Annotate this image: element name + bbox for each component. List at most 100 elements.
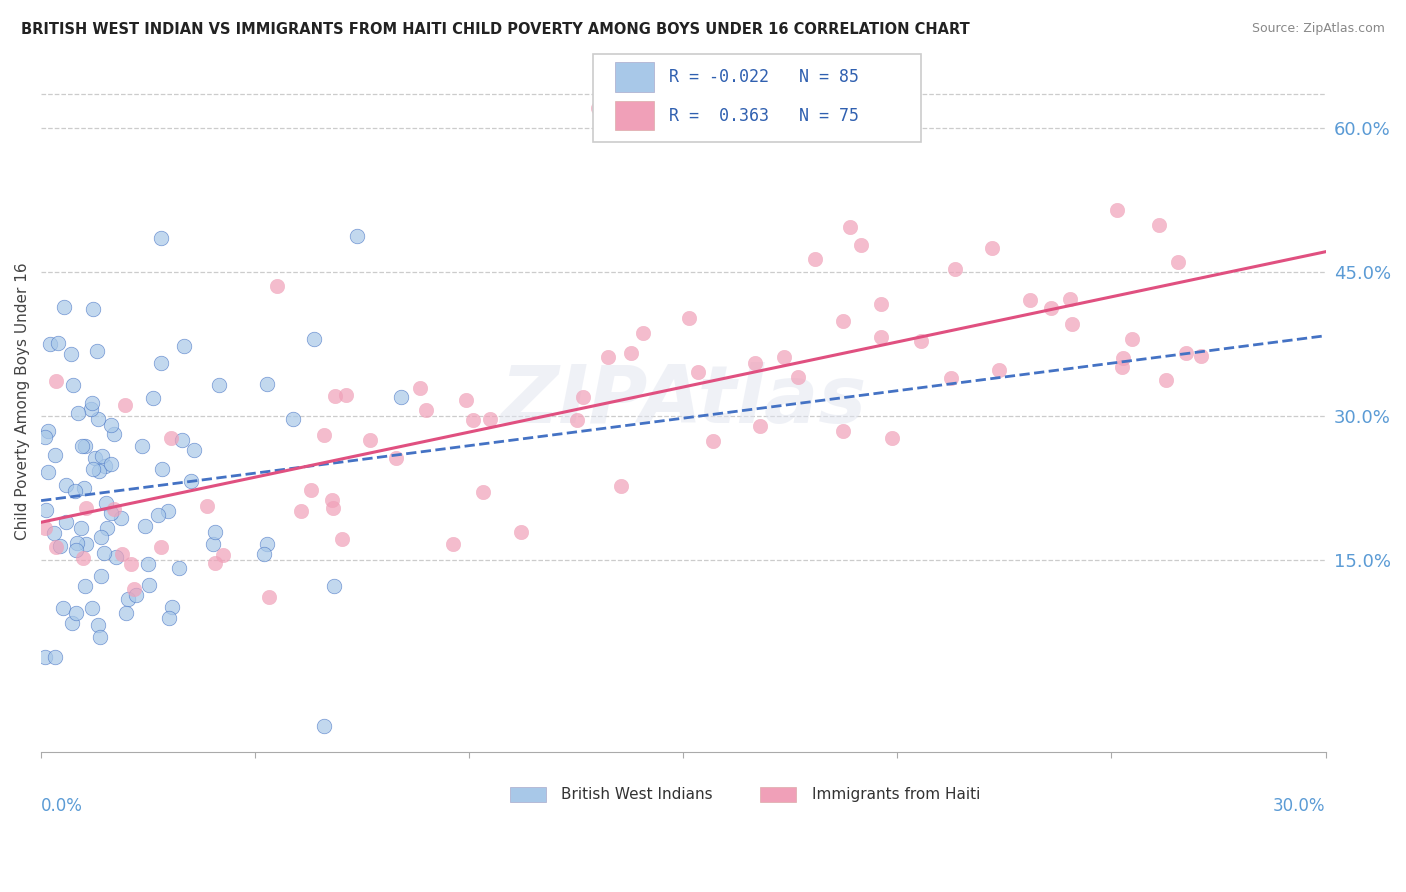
Point <box>52 300 75 314</box>
Point <box>75 537 97 551</box>
Point <box>70 439 93 453</box>
Point <box>314 428 336 442</box>
Point <box>80 401 103 416</box>
Text: 30.0%: 30.0% <box>1272 797 1326 815</box>
Point <box>702 434 724 448</box>
Point <box>82 462 104 476</box>
Point <box>598 351 620 365</box>
Point <box>323 389 346 403</box>
Point <box>37 424 59 438</box>
Point <box>839 219 862 234</box>
Point <box>832 424 855 438</box>
Point <box>120 558 142 572</box>
Point <box>409 381 432 395</box>
Point <box>312 719 335 733</box>
Point <box>114 606 136 620</box>
Point <box>37 465 59 479</box>
Point <box>60 615 83 630</box>
Point <box>35 503 58 517</box>
Point <box>678 310 700 325</box>
Text: Source: ZipAtlas.com: Source: ZipAtlas.com <box>1251 22 1385 36</box>
Point <box>34 430 56 444</box>
Point <box>567 413 589 427</box>
Point <box>111 548 134 562</box>
Point <box>195 499 218 513</box>
Point <box>1111 359 1133 374</box>
Point <box>384 451 406 466</box>
Point <box>142 391 165 405</box>
Point <box>773 351 796 365</box>
Point <box>150 540 173 554</box>
Point <box>441 537 464 551</box>
Text: Immigrants from Haiti: Immigrants from Haiti <box>811 788 980 802</box>
Point <box>65 606 87 620</box>
Point <box>980 241 1002 255</box>
Point <box>67 406 90 420</box>
Point <box>748 418 770 433</box>
Point <box>1059 292 1081 306</box>
Point <box>34 521 56 535</box>
Point <box>146 508 169 523</box>
Point <box>96 521 118 535</box>
Point <box>304 332 326 346</box>
Point <box>346 229 368 244</box>
Bar <box>510 787 546 803</box>
Point <box>631 326 654 340</box>
Point <box>259 591 281 605</box>
Point <box>86 343 108 358</box>
Text: British West Indians: British West Indians <box>561 788 713 802</box>
Point <box>45 540 67 554</box>
Point <box>571 390 593 404</box>
Point <box>87 618 110 632</box>
Point <box>110 510 132 524</box>
Bar <box>761 787 796 803</box>
Point <box>471 484 494 499</box>
Point <box>509 524 531 539</box>
Point <box>45 374 67 388</box>
Text: R =  0.363   N = 75: R = 0.363 N = 75 <box>669 106 859 125</box>
Point <box>323 579 346 593</box>
Point <box>157 503 180 517</box>
Point <box>1156 373 1178 387</box>
Point <box>73 481 96 495</box>
Point <box>870 297 893 311</box>
Point <box>44 448 66 462</box>
Point <box>55 516 77 530</box>
Point <box>943 261 966 276</box>
Point <box>160 599 183 614</box>
Point <box>93 546 115 560</box>
Point <box>454 392 477 407</box>
Y-axis label: Child Poverty Among Boys Under 16: Child Poverty Among Boys Under 16 <box>15 262 30 541</box>
Point <box>359 433 381 447</box>
Point <box>688 365 710 379</box>
Point <box>65 535 87 549</box>
Point <box>87 412 110 426</box>
Point <box>170 433 193 447</box>
Point <box>89 630 111 644</box>
Point <box>290 504 312 518</box>
Point <box>208 378 231 392</box>
Point <box>620 346 643 360</box>
Point <box>100 418 122 433</box>
Point <box>253 547 276 561</box>
Point <box>321 492 343 507</box>
Point <box>256 377 278 392</box>
Point <box>299 483 322 497</box>
Point <box>479 412 502 426</box>
Bar <box>616 62 654 92</box>
Point <box>73 579 96 593</box>
Point <box>787 370 810 384</box>
Point <box>34 650 56 665</box>
Point <box>91 449 114 463</box>
Point <box>204 525 226 540</box>
Text: 0.0%: 0.0% <box>41 797 83 815</box>
Point <box>744 356 766 370</box>
Point <box>73 438 96 452</box>
Point <box>1121 332 1143 346</box>
Point <box>941 371 963 385</box>
Point <box>131 439 153 453</box>
Point <box>122 582 145 596</box>
Point <box>201 537 224 551</box>
Text: ZIPAtlas: ZIPAtlas <box>501 362 866 441</box>
FancyBboxPatch shape <box>593 54 921 142</box>
